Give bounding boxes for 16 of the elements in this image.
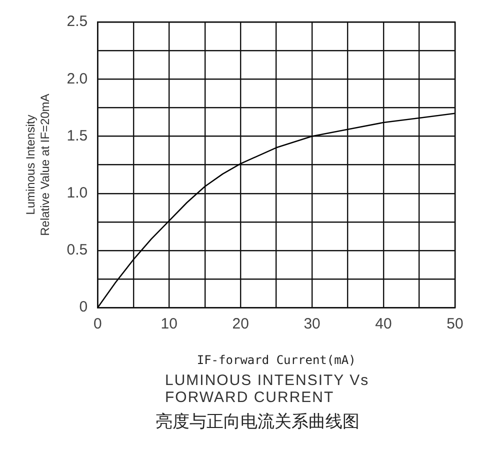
y-tick-label: 0: [79, 298, 88, 316]
x-axis-title: IF-forward Current(mA): [196, 352, 356, 367]
y-axis-title: Luminous Intensity Relative Value at IF=20mA: [24, 94, 52, 236]
y-tick-label: 2.5: [66, 13, 88, 30]
x-tick-label: 0: [93, 316, 102, 333]
y-tick-label: 2.0: [66, 70, 88, 88]
x-tick-label: 40: [375, 316, 392, 333]
x-tick-label: 30: [304, 316, 320, 333]
y-tick-label: 1.5: [66, 127, 88, 144]
y-tick-label: 0.5: [66, 242, 88, 259]
text: 亮度与正向电流关系曲线图: [154, 411, 360, 433]
x-tick-label: 50: [446, 316, 464, 333]
x-tick-label: 20: [232, 316, 249, 333]
x-tick-label: 10: [160, 316, 178, 333]
text: LUMINOUS INTENSITY Vs FORWARD CURRENT: [165, 372, 370, 406]
y-tick-label: 1.0: [66, 184, 88, 202]
